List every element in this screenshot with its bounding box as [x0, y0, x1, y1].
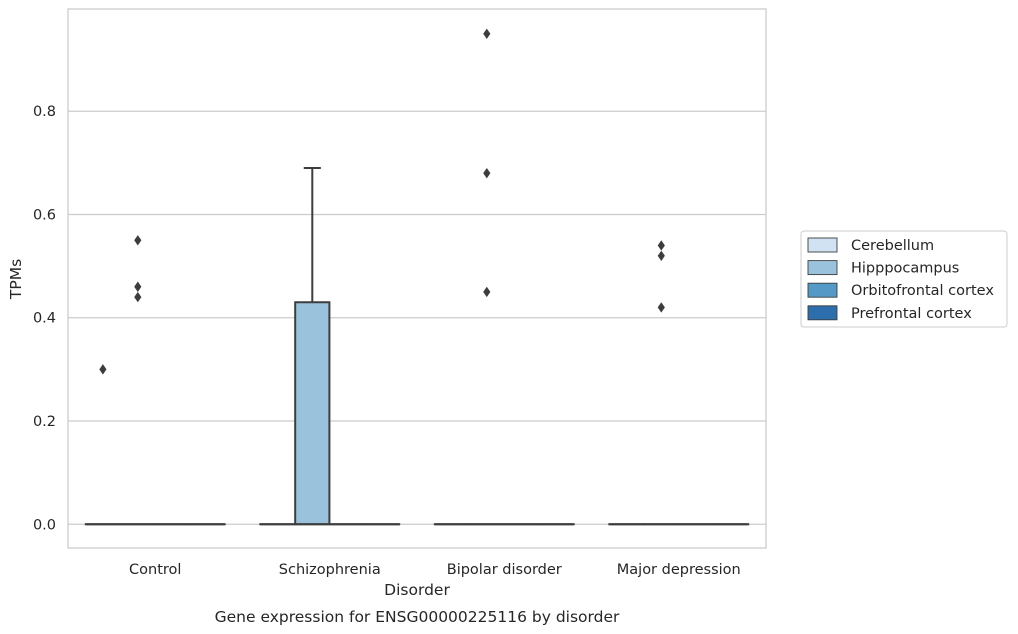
- box-plot-group: [119, 235, 156, 526]
- legend-frame: [800, 230, 1008, 328]
- box-plot-group: [294, 167, 331, 526]
- legend: Cerebellum Hipppocampus Orbitofrontal cort…: [800, 230, 1008, 328]
- box: [294, 301, 331, 526]
- y-tick-label: 0.0: [33, 517, 56, 533]
- legend-label: Orbitofrontal cortex: [851, 283, 994, 299]
- outlier-point: [657, 240, 665, 251]
- x-tick-labels: Control Schizophrenia Bipolar disorder Majo…: [129, 562, 741, 578]
- outlier-point: [483, 286, 491, 298]
- y-tick-label: 0.6: [33, 207, 56, 223]
- box-plot-group: [643, 240, 680, 526]
- outlier-point: [483, 28, 491, 39]
- x-tick-label: Schizophrenia: [279, 562, 381, 578]
- chart-title: Gene expression for ENSG00000225116 by d…: [215, 608, 620, 626]
- y-tick-label: 0.2: [33, 414, 56, 430]
- legend-swatch: [807, 237, 838, 253]
- outlier-point: [134, 281, 142, 292]
- legend-label: Cerebellum: [851, 238, 934, 254]
- grid-lines: [68, 110, 766, 525]
- plot-frame: [67, 8, 767, 549]
- outlier-point: [483, 167, 491, 179]
- outlier-point: [99, 364, 107, 375]
- x-tick-label: Major depression: [617, 562, 741, 578]
- legend-swatch: [807, 305, 838, 321]
- legend-swatch: [807, 282, 838, 298]
- outlier-point: [657, 302, 665, 313]
- x-tick-label: Control: [129, 562, 181, 578]
- legend-label: Prefrontal cortex: [851, 306, 972, 322]
- box-plot-group: [468, 28, 505, 526]
- y-tick-label: 0.4: [33, 311, 56, 327]
- x-tick-label: Bipolar disorder: [447, 562, 562, 578]
- legend-label: Hipppocampus: [851, 261, 959, 277]
- box-plot-group: [84, 364, 122, 526]
- y-tick-labels: 0.0 0.2 0.4 0.6 0.8: [33, 104, 56, 533]
- legend-swatch: [807, 260, 838, 276]
- y-tick-label: 0.8: [33, 104, 56, 120]
- boxes: [84, 28, 750, 526]
- outlier-point: [657, 250, 665, 261]
- outlier-point: [134, 291, 142, 303]
- outlier-point: [134, 235, 142, 246]
- y-axis-label: TPMs: [7, 259, 25, 300]
- x-axis-label: Disorder: [384, 581, 450, 599]
